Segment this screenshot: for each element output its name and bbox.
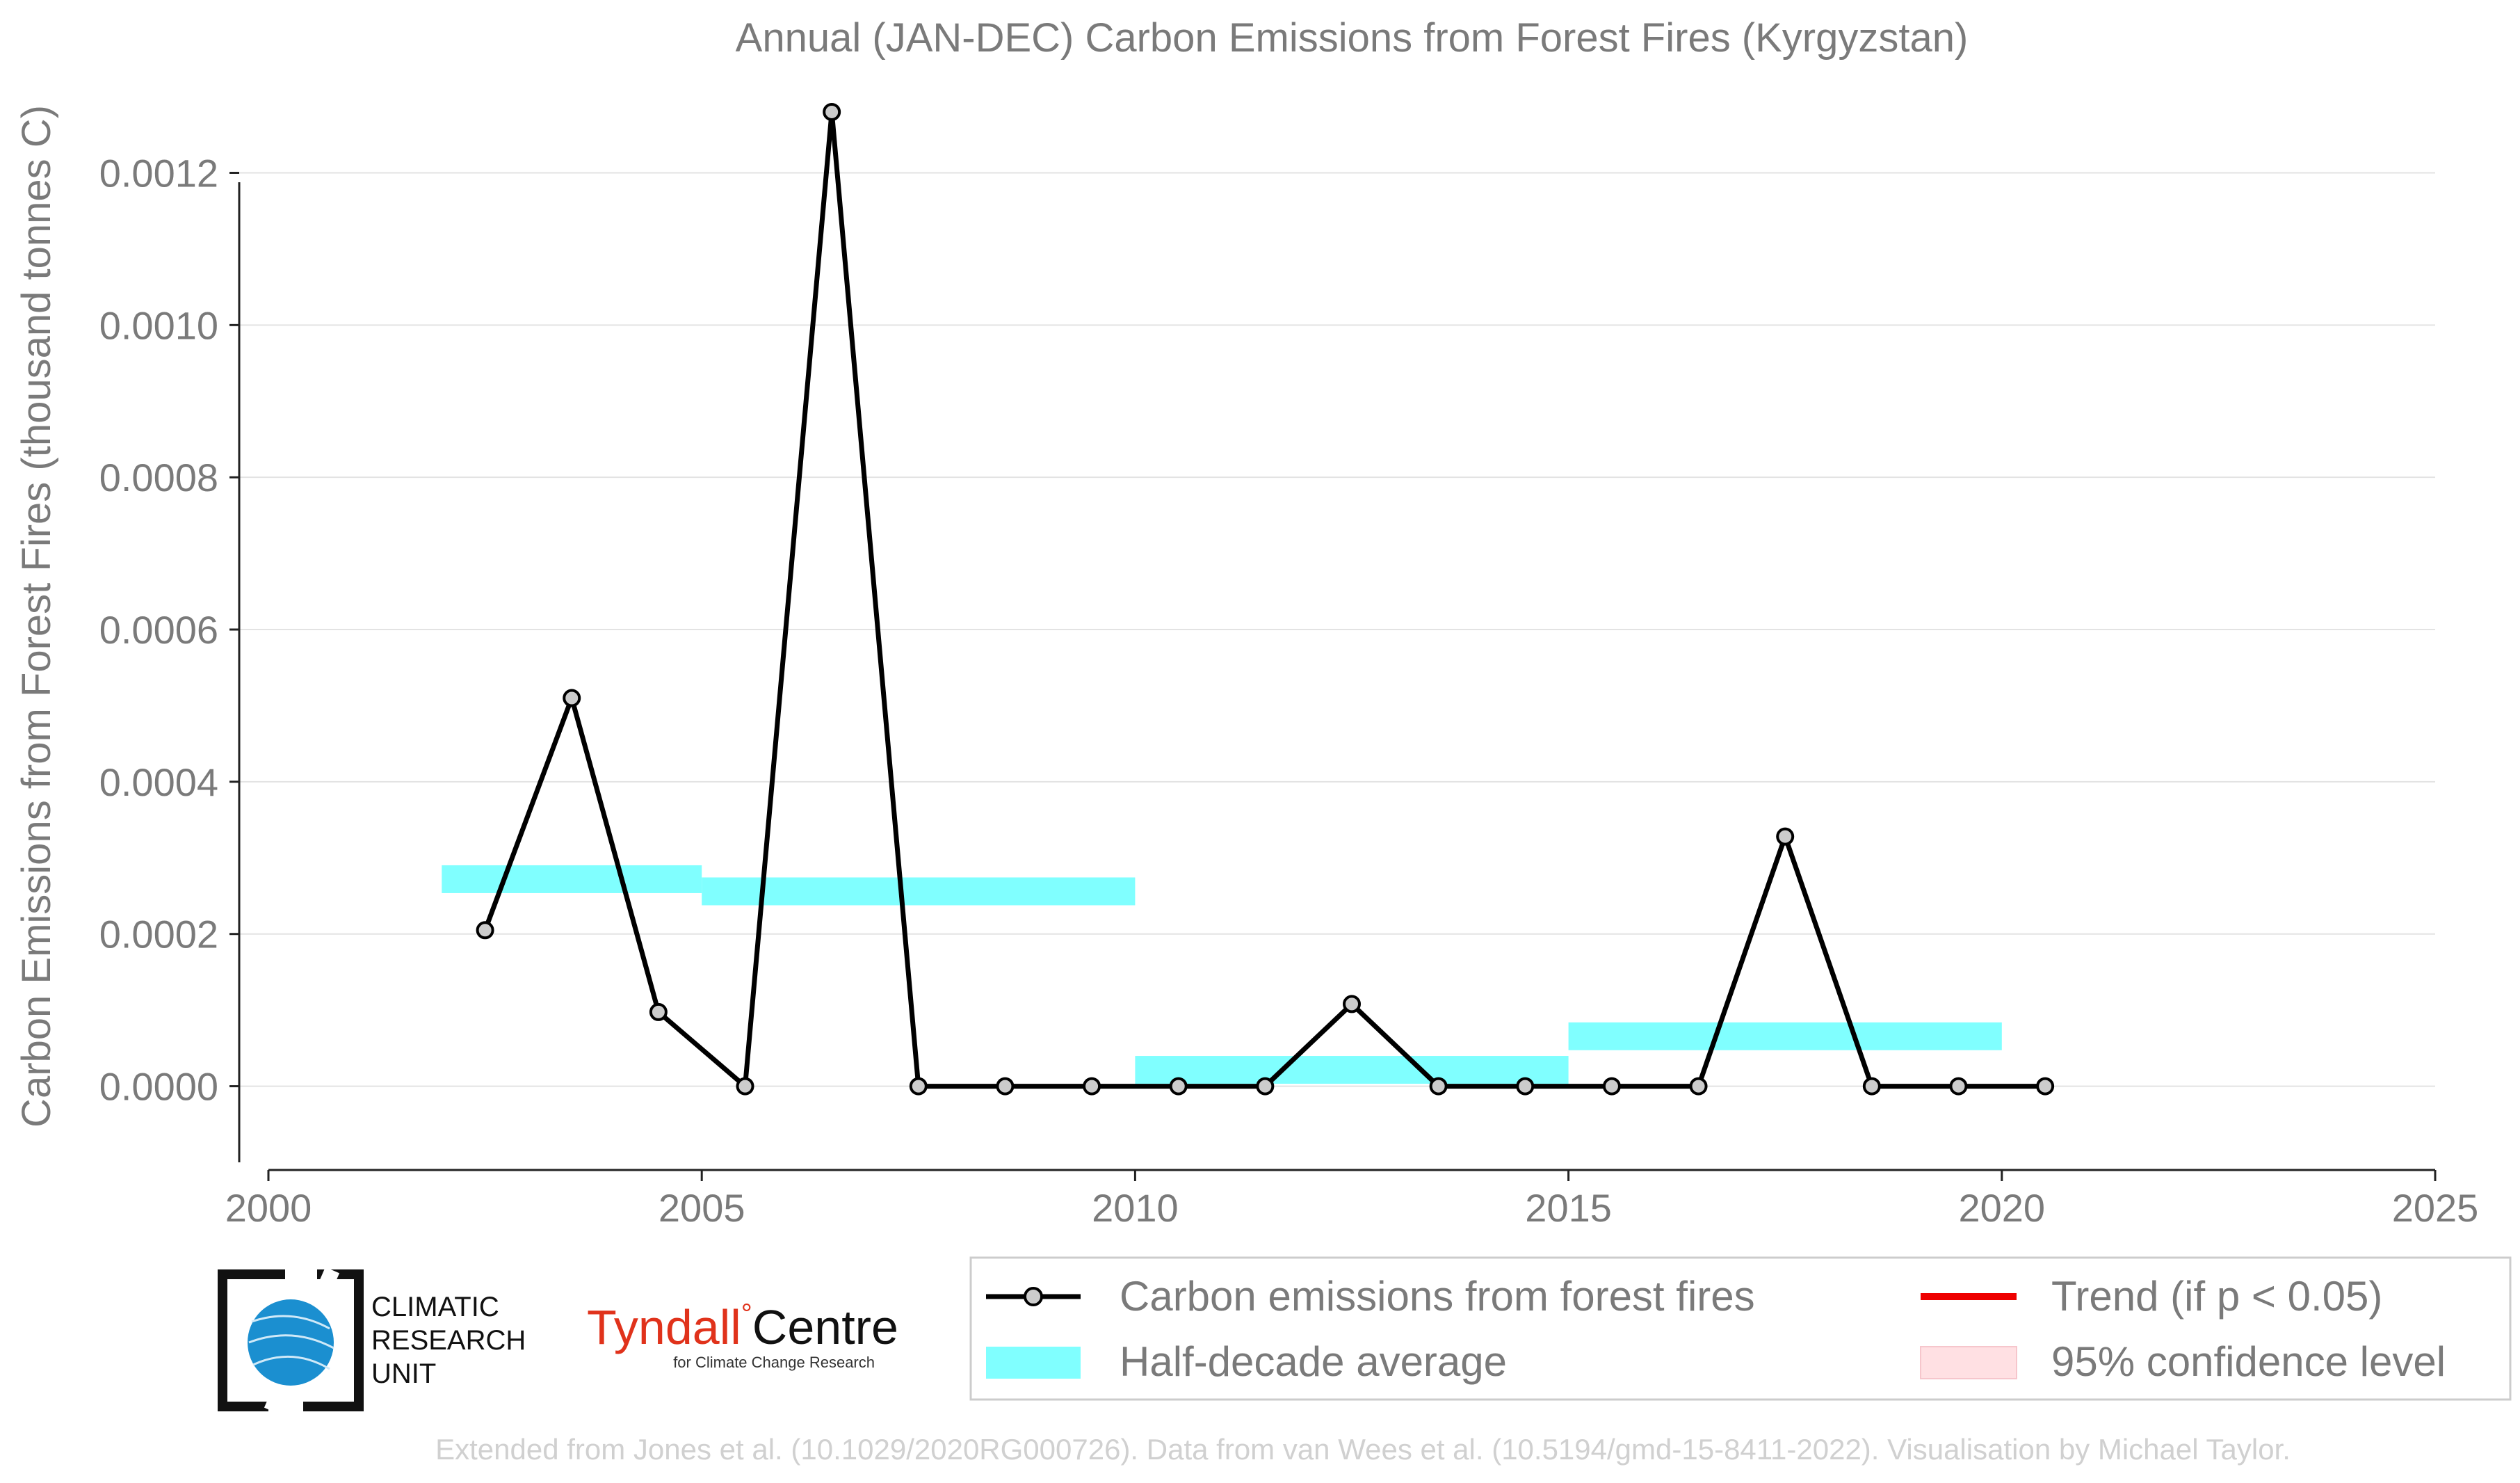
data-point	[1169, 1077, 1188, 1096]
x-tick-label: 2020	[1959, 1186, 2046, 1230]
data-point	[1949, 1077, 1968, 1096]
x-tick-label: 2025	[2392, 1186, 2479, 1230]
cru-logo: CLIMATIC RESEARCH UNIT	[218, 1267, 526, 1414]
tyndall-logo: Tyndall°Centre for Climate Change Resear…	[587, 1299, 898, 1371]
data-point	[1689, 1077, 1708, 1096]
data-point	[1429, 1077, 1448, 1096]
x-tick-label: 2000	[225, 1186, 312, 1230]
data-point	[476, 921, 494, 940]
series-line	[483, 109, 2046, 1089]
data-point	[823, 102, 841, 121]
cru-logo-line1: CLIMATIC	[371, 1292, 499, 1322]
data-point	[1776, 827, 1795, 846]
legend-marker-icon	[1024, 1287, 1043, 1306]
legend-label-emissions: Carbon emissions from forest fires	[1120, 1273, 1755, 1320]
grid-lines	[239, 172, 2435, 1087]
half-decade-bar	[442, 865, 702, 893]
data-point	[1256, 1077, 1275, 1096]
data-point	[1343, 995, 1361, 1013]
cru-logo-line2: RESEARCH	[371, 1325, 526, 1356]
tyndall-logo-subtitle: for Climate Change Research	[673, 1354, 875, 1371]
data-point	[996, 1077, 1015, 1096]
legend-label-trend: Trend (if p < 0.05)	[2051, 1273, 2382, 1320]
axes	[238, 182, 2435, 1171]
x-tick-label: 2005	[659, 1186, 745, 1230]
y-ticks: 0.0000 0.0002 0.0004 0.0006 0.0008 0.0010 0.00…	[99, 151, 239, 1109]
y-tick-label: 0.0000	[99, 1065, 218, 1109]
half-decade-average-bars	[442, 865, 2002, 1084]
data-point	[736, 1077, 754, 1096]
y-tick-label: 0.0010	[99, 303, 218, 347]
tyndall-logo-text: Tyndall°Centre	[587, 1299, 898, 1354]
x-ticks: 2000 2005 2010 2015 2020 2025	[225, 1170, 2479, 1230]
half-decade-bar	[702, 877, 1136, 906]
y-tick-label: 0.0012	[99, 151, 218, 195]
data-point	[1862, 1077, 1881, 1096]
x-tick-label: 2010	[1092, 1186, 1179, 1230]
cru-logo-line3: UNIT	[371, 1358, 436, 1389]
chart-title: Annual (JAN-DEC) Carbon Emissions from F…	[736, 15, 1969, 61]
legend-label-half-decade: Half-decade average	[1120, 1338, 1507, 1385]
data-point	[1516, 1077, 1535, 1096]
series-points	[476, 102, 2055, 1096]
half-decade-bar	[1135, 1056, 1569, 1084]
footer-credit: Extended from Jones et al. (10.1029/2020…	[435, 1433, 2291, 1466]
data-point	[649, 1002, 668, 1021]
data-point	[2036, 1077, 2055, 1096]
legend-confidence-patch-icon	[1920, 1346, 2017, 1379]
data-point	[1083, 1077, 1101, 1096]
cru-frame-icon	[218, 1269, 285, 1411]
legend-frame	[969, 1256, 2512, 1401]
data-point	[1602, 1077, 1621, 1096]
y-axis-label: Carbon Emissions from Forest Fires (thou…	[14, 105, 59, 1128]
half-decade-bar	[1568, 1022, 2002, 1050]
y-tick-label: 0.0002	[99, 913, 218, 956]
legend-label-confidence: 95% confidence level	[2051, 1338, 2446, 1385]
data-point	[563, 689, 581, 707]
legend: Carbon emissions from forest fires Trend…	[969, 1256, 2512, 1401]
legend-half-decade-patch-icon	[986, 1347, 1081, 1379]
y-tick-label: 0.0006	[99, 608, 218, 652]
y-tick-label: 0.0004	[99, 760, 218, 804]
y-tick-label: 0.0008	[99, 456, 218, 499]
x-tick-label: 2015	[1525, 1186, 1612, 1230]
data-point	[909, 1077, 928, 1096]
